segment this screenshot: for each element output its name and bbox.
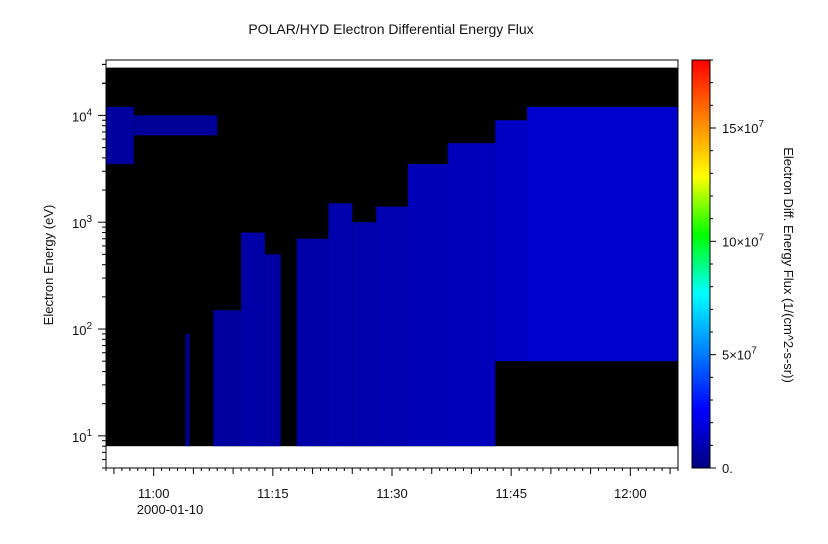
flux-region (328, 203, 353, 447)
spectrogram-plot-area (105, 59, 679, 469)
flux-region (296, 238, 329, 447)
colorbar-tick-label: 0. (722, 461, 733, 476)
flux-region (241, 232, 265, 447)
flux-region (185, 333, 190, 447)
x-tick-label: 12:00 (614, 486, 647, 501)
x-axis: 11:00 11:15 11:30 11:45 12:00 (105, 468, 679, 501)
flux-region (527, 106, 678, 362)
x-tick-label: 11:00 (138, 486, 170, 501)
y-tick-label: 103 (72, 214, 92, 231)
x-tick-label: 11:45 (495, 486, 527, 501)
colorbar: 0. 5×107 10×107 15×107 (691, 59, 765, 476)
y-tick-label: 104 (72, 107, 92, 124)
flux-region (407, 164, 448, 447)
chart-title: POLAR/HYD Electron Differential Energy F… (248, 21, 533, 37)
y-tick-label: 101 (72, 428, 92, 445)
colorbar-gradient (691, 59, 711, 469)
y-axis-title: Electron Energy (eV) (41, 205, 56, 326)
flux-region (213, 310, 242, 447)
flux-region (352, 222, 377, 447)
y-axis: 101 102 103 104 (72, 63, 106, 469)
colorbar-tick-label: 5×107 (722, 346, 757, 363)
x-axis-date-label: 2000-01-10 (137, 502, 204, 517)
flux-region (133, 115, 218, 136)
flux-region (495, 120, 528, 362)
x-tick-label: 11:30 (376, 486, 408, 501)
colorbar-tick-label: 15×107 (722, 119, 765, 136)
colorbar-title: Electron Diff. Energy Flux (1/(cm^2-s-sr… (781, 147, 796, 383)
flux-region (264, 254, 281, 447)
y-tick-label: 102 (72, 321, 92, 338)
flux-region (447, 143, 496, 447)
flux-region (106, 106, 134, 165)
flux-region (376, 206, 408, 447)
colorbar-tick-label: 10×107 (722, 232, 765, 249)
x-tick-label: 11:15 (257, 486, 289, 501)
